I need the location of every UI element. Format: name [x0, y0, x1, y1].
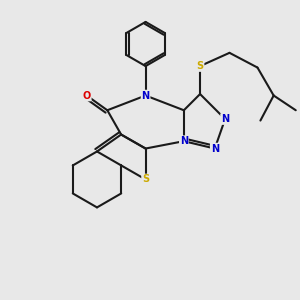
Text: N: N [142, 91, 150, 100]
Text: N: N [211, 143, 219, 154]
Text: N: N [180, 136, 188, 146]
Text: S: S [142, 174, 149, 184]
Text: O: O [82, 91, 91, 100]
Text: S: S [196, 61, 204, 71]
Text: N: N [221, 114, 229, 124]
